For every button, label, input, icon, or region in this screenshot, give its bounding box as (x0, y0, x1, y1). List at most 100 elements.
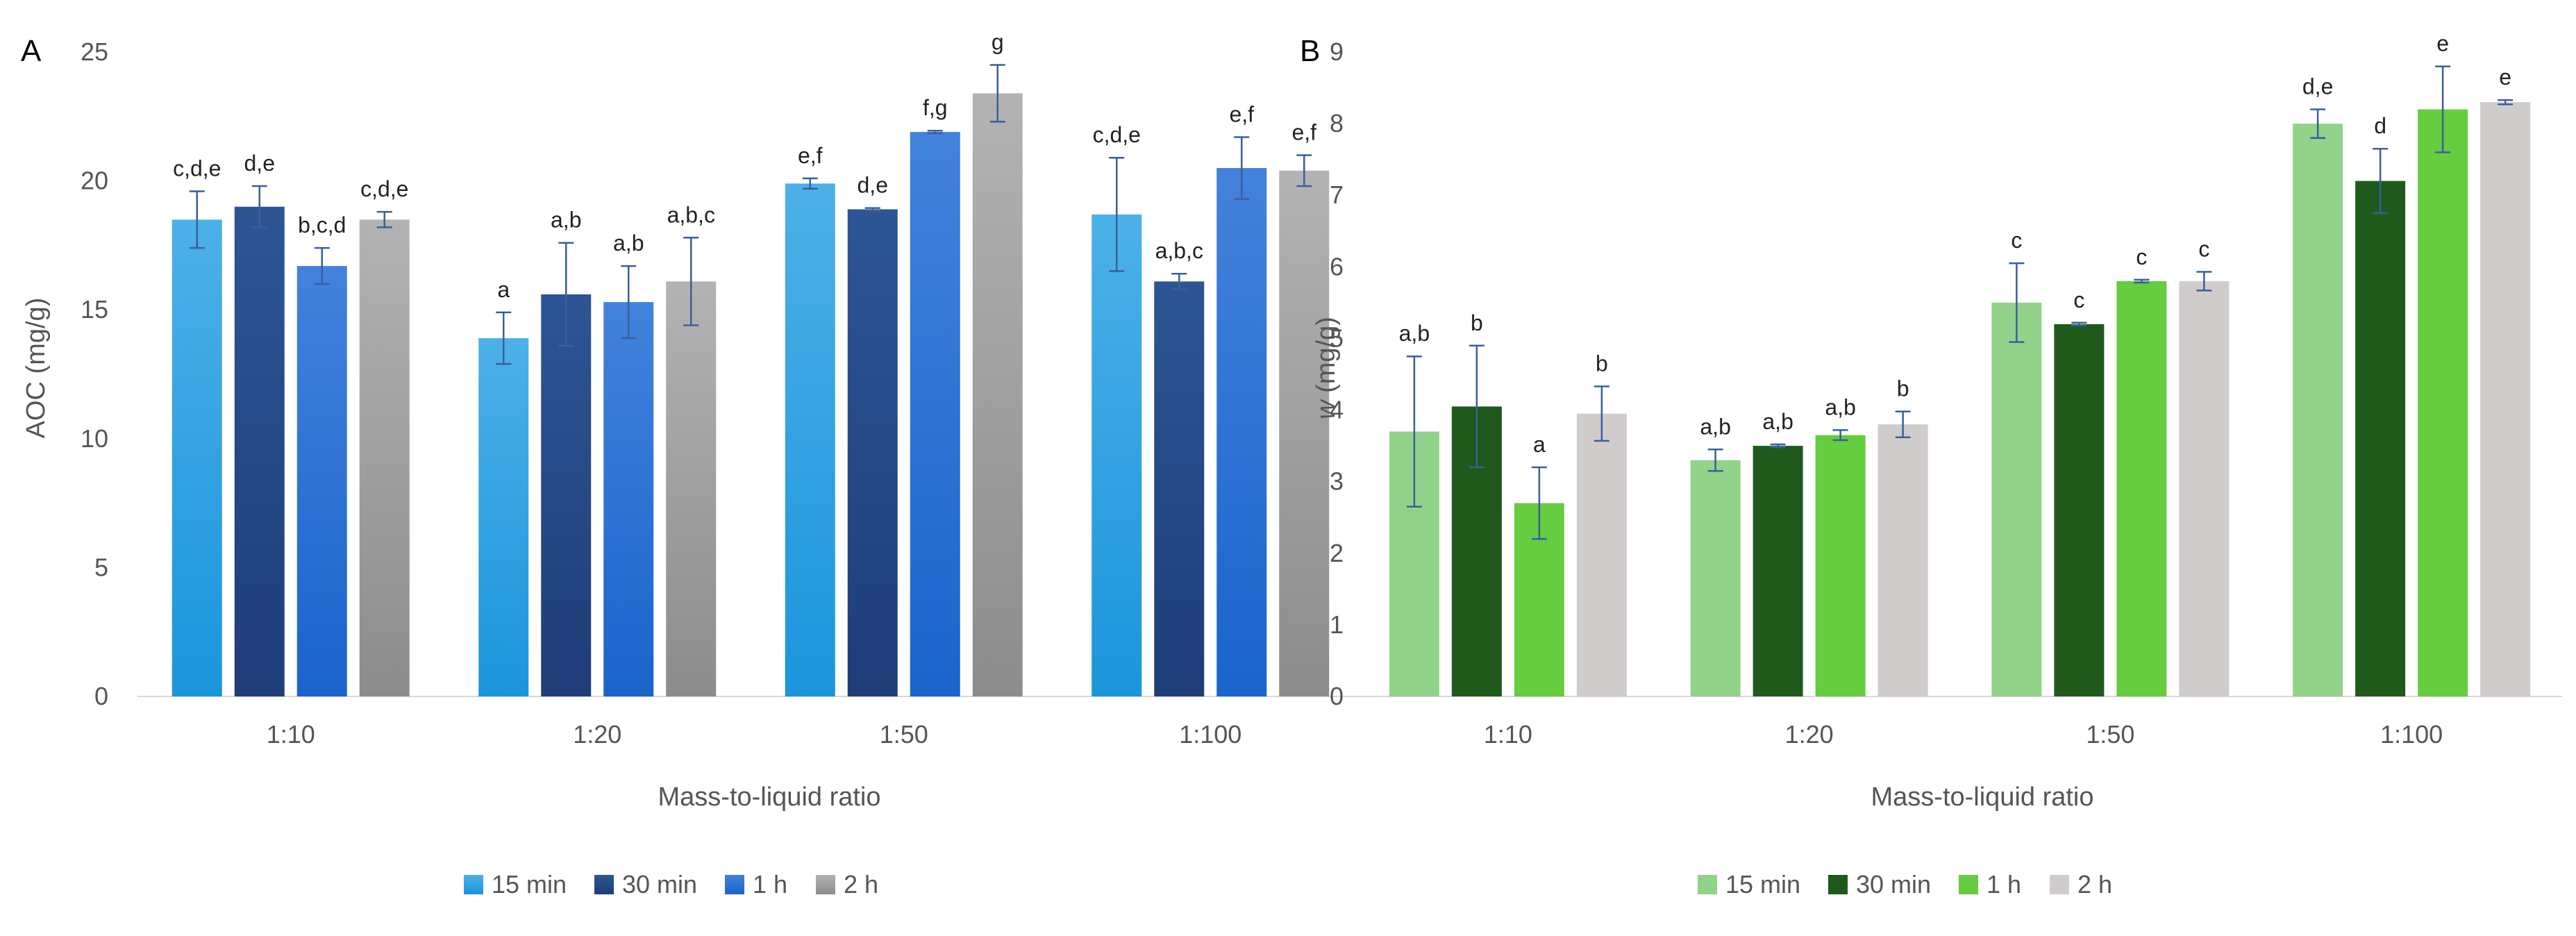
panel-b-legend-swatch (1698, 875, 1717, 894)
panel-a-bar (666, 281, 717, 696)
panel-a-error-bar (496, 311, 512, 365)
panel-b-y-axis-title: w (mg/g) (1312, 317, 1341, 419)
panel-b-letter: B (1300, 34, 1320, 68)
panel-a-bar (1279, 170, 1330, 696)
panel-a-error-bar (864, 207, 880, 212)
panel-a-error-bar (802, 177, 818, 190)
panel-a-category-label: 1:50 (880, 720, 928, 749)
panel-a-legend-swatch (725, 875, 744, 894)
panel-a-significance-label: a,b,c (1155, 238, 1203, 263)
panel-a-significance-label: a,b (613, 231, 644, 256)
panel-b-legend-label: 15 min (1725, 870, 1800, 899)
panel-b-significance-label: a,b (1825, 394, 1855, 419)
panel-b-significance-label: a,b (1700, 414, 1730, 439)
panel-b-bar (1815, 435, 1866, 696)
panel-b-y-tick-label: 4 (1330, 396, 1344, 424)
panel-b-error-bar (2435, 65, 2451, 153)
panel-a-bar (1154, 281, 1205, 696)
panel-b-significance-label: e (2436, 31, 2449, 56)
panel-a-significance-label: g (992, 30, 1004, 55)
panel-a-legend-swatch (816, 875, 835, 894)
panel-a-legend-label: 15 min (492, 870, 567, 899)
panel-b-significance-label: c (2198, 237, 2209, 262)
panel-b-significance-label: b (1897, 376, 1909, 401)
panel-b-error-bar (2196, 271, 2212, 292)
panel-a-legend-label: 30 min (622, 870, 697, 899)
panel-b-y-tick-label: 0 (1330, 682, 1344, 710)
panel-a-bar (785, 183, 835, 696)
panel-b: B w (mg/g) Mass-to-liquid ratio 0 1 2 3 4 5 6 7… (1300, 31, 2562, 899)
panel-b-bar (2293, 124, 2343, 697)
panel-a-y-tick-label: 25 (81, 37, 108, 66)
panel-b-significance-label: a (1533, 432, 1546, 457)
panel-a-y-tick-label: 10 (81, 424, 108, 453)
panel-b-error-bar (1406, 355, 1422, 508)
panel-b-category-label: 1:20 (1785, 720, 1834, 749)
panel-b-bar (2418, 109, 2468, 696)
panel-a-error-bar (376, 210, 392, 228)
panel-b-bar (2179, 281, 2230, 696)
panel-a-significance-label: c,d,e (173, 156, 221, 181)
panel-a-error-bar (251, 185, 267, 228)
panel-b-significance-label: c (2073, 287, 2084, 312)
panel-a-error-bar (989, 64, 1005, 123)
panel-a-bar (1092, 214, 1142, 697)
panel-a-bar (296, 266, 347, 696)
panel-a-significance-label: b,c,d (298, 212, 346, 237)
panel-a-error-bar (189, 190, 205, 249)
panel-b-bar (2355, 181, 2406, 697)
panel-a-category-label: 1:10 (267, 720, 315, 749)
panel-a-significance-label: f,g (923, 95, 948, 120)
panel-a-significance-label: e,f (1291, 119, 1316, 144)
panel-b-error-bar (2373, 147, 2389, 215)
panel-a-legend-label: 2 h (844, 870, 878, 899)
panel-b-bar (2480, 102, 2531, 696)
panel-b-y-tick-label: 7 (1330, 181, 1344, 209)
panel-a-bar (972, 93, 1023, 697)
panel-a-error-bar (314, 246, 330, 285)
panel-b-significance-label: d,e (2302, 74, 2333, 99)
panel-b-bar (1690, 460, 1741, 696)
panel-b-category-label: 1:50 (2086, 720, 2134, 749)
panel-a-error-bar (927, 129, 943, 135)
panel-b-bar (1877, 424, 1928, 696)
panel-a-legend-swatch (594, 875, 614, 894)
panel-a-error-bar (1296, 154, 1312, 187)
panel-a-bar (603, 302, 654, 697)
panel-b-y-tick-label: 9 (1330, 37, 1344, 66)
panel-b-bar (1576, 413, 1627, 696)
panel-b-significance-label: a,b (1762, 409, 1793, 434)
panel-a-significance-label: e,f (1229, 101, 1254, 126)
panel-a-significance-label: a,b (551, 208, 581, 233)
panel-a-bar (234, 206, 285, 697)
panel-a-error-bar (1109, 156, 1125, 272)
panel-b-error-bar (1895, 410, 1911, 438)
panel-a-y-tick-label: 5 (94, 553, 108, 581)
panel-b-error-bar (2498, 99, 2514, 106)
panel-b-error-bar (2134, 278, 2150, 284)
panel-b-category-label: 1:100 (2380, 720, 2443, 749)
panel-b-y-axis-title-symbol: w (1312, 399, 1341, 419)
panel-a-significance-label: a,b,c (667, 202, 715, 227)
panel-b-significance-label: c (2136, 244, 2147, 269)
panel-a-y-tick-label: 0 (94, 682, 108, 710)
panel-b-significance-label: a,b (1399, 321, 1430, 346)
panel-b-error-bar (1531, 466, 1547, 540)
panel-b-y-tick-label: 2 (1330, 539, 1344, 567)
panel-b-legend-label: 2 h (2077, 870, 2112, 899)
panel-b-y-tick-label: 6 (1330, 252, 1344, 281)
panel-b-category-label: 1:10 (1484, 720, 1532, 749)
panel-a-error-bar (621, 265, 637, 340)
panel-a-bar (359, 219, 410, 696)
panel-b-bar (2116, 281, 2167, 696)
panel-b-error-bar (2310, 108, 2326, 139)
panel-a-error-bar (1234, 136, 1250, 200)
panel-b-bar (2054, 324, 2105, 696)
panel-a-bar (847, 209, 898, 696)
panel-a-bar (910, 132, 960, 696)
panel-a-category-label: 1:20 (573, 720, 621, 749)
panel-a-legend-swatch (464, 875, 483, 894)
panel-a-bar (478, 338, 529, 697)
panel-b-legend-label: 1 h (1987, 870, 2021, 899)
panel-a-error-bar (1171, 272, 1187, 290)
